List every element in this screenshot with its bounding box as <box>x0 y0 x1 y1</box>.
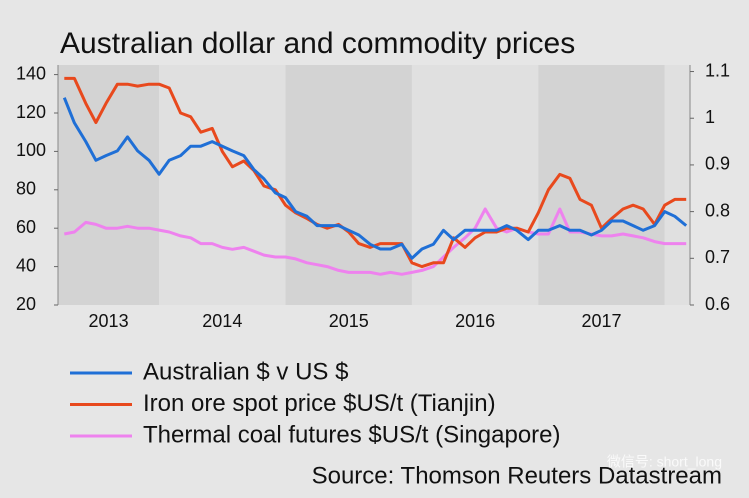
y2-tick-label: 1 <box>705 107 715 127</box>
series-line <box>62 97 688 260</box>
x-tick-label: 2016 <box>455 311 495 331</box>
legend-label: Iron ore spot price $US/t (Tianjin) <box>143 390 496 417</box>
year-band <box>58 65 160 305</box>
y2-tick-label: 0.6 <box>705 294 730 314</box>
x-tick-label: 2014 <box>202 311 242 331</box>
y-tick-label: 80 <box>16 179 36 199</box>
y-tick-label: 40 <box>16 255 36 275</box>
source: Source: Thomson Reuters Datastream <box>312 462 722 489</box>
year-band <box>538 65 665 305</box>
legend-label: Australian $ v US $ <box>143 358 348 385</box>
y2-tick-label: 1.1 <box>705 60 730 80</box>
y-tick-label: 20 <box>16 294 36 314</box>
y-tick-label: 140 <box>16 63 46 83</box>
x-tick-label: 2017 <box>581 311 621 331</box>
plot-tail <box>664 65 690 305</box>
watermark: 微信号: short_long <box>607 454 722 470</box>
year-band <box>285 65 412 305</box>
legend-label: Thermal coal futures $US/t (Singapore) <box>143 421 561 448</box>
chart-title: Australian dollar and commodity prices <box>60 27 575 60</box>
x-tick-label: 2013 <box>89 311 129 331</box>
y-tick-label: 60 <box>16 217 36 237</box>
plot-area <box>57 65 691 305</box>
y2-tick-label: 0.8 <box>705 200 730 220</box>
y-tick-label: 100 <box>16 140 46 160</box>
y-tick-label: 120 <box>16 102 46 122</box>
y2-tick-label: 0.7 <box>705 247 730 267</box>
year-band <box>159 65 286 305</box>
y2-tick-label: 0.9 <box>705 154 730 174</box>
x-tick-label: 2015 <box>329 311 369 331</box>
